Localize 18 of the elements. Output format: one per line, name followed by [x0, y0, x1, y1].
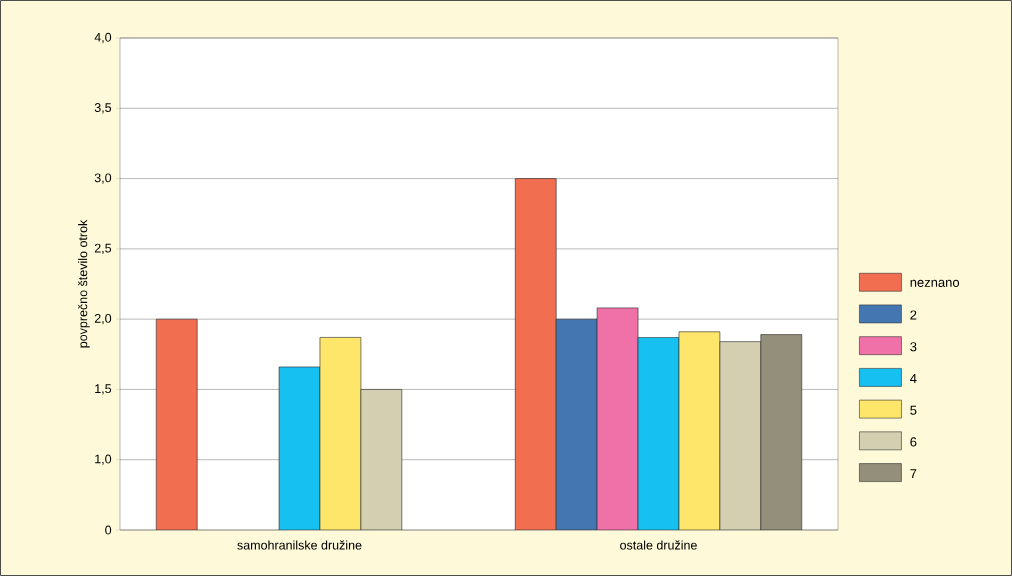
y-tick-label: 3,0 — [94, 173, 112, 184]
x-tick-label: ostale družine — [620, 540, 697, 550]
legend-label: 5 — [910, 405, 917, 415]
y-tick-label: 3,5 — [94, 103, 112, 114]
legend-label: 7 — [910, 469, 917, 479]
legend-label: neznano — [910, 279, 960, 287]
y-axis-title: povprečno število otrok — [78, 219, 90, 348]
y-tick-label: 1,0 — [95, 454, 112, 465]
legend-label: 3 — [910, 342, 917, 352]
legend-label: 6 — [910, 437, 917, 447]
legend-label: 2 — [910, 310, 917, 320]
x-tick-label: samohranilske družine — [237, 540, 362, 550]
y-tick-label: 1,5 — [95, 384, 112, 395]
y-tick-label: 2,5 — [94, 243, 112, 255]
legend-label: 4 — [910, 374, 917, 383]
y-tick-label: 2,0 — [94, 313, 112, 325]
y-tick-label: 0 — [105, 525, 112, 535]
y-tick-label: 4,0 — [94, 32, 112, 44]
